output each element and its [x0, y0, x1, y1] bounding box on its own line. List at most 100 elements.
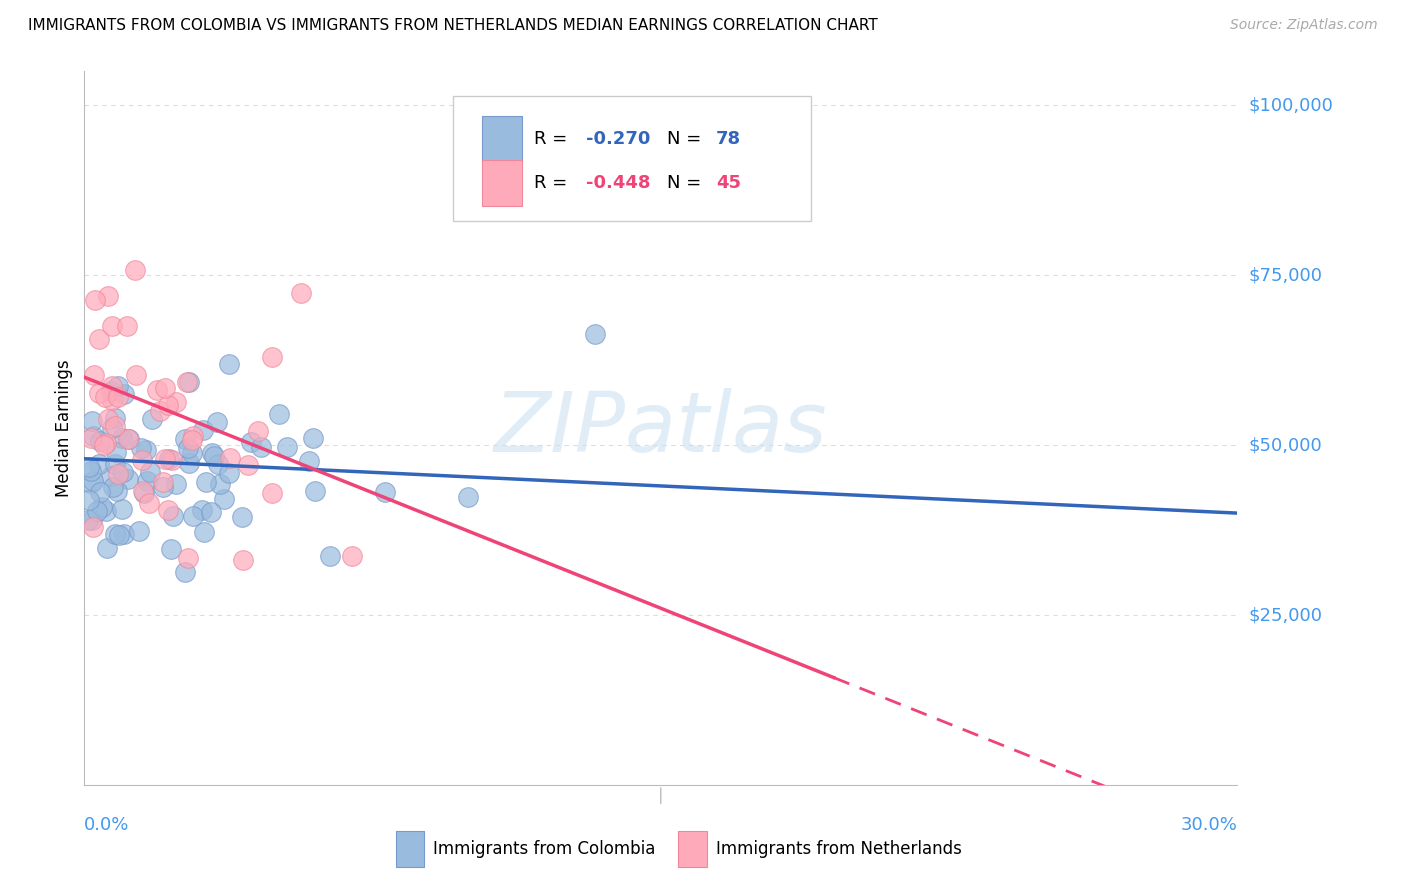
Point — [173, 565, 195, 579]
Point — [118, 432, 141, 446]
Point — [86, 504, 108, 518]
Point — [174, 432, 197, 446]
Point — [105, 483, 128, 498]
Point — [191, 503, 214, 517]
Point — [177, 456, 200, 470]
Point — [83, 368, 105, 382]
Point — [204, 449, 226, 463]
Text: -0.270: -0.270 — [586, 130, 650, 148]
Text: 45: 45 — [716, 174, 741, 192]
Point — [583, 327, 606, 342]
Point — [125, 368, 148, 382]
Point — [149, 404, 172, 418]
Text: Immigrants from Colombia: Immigrants from Colombia — [433, 840, 655, 858]
Point — [160, 541, 183, 556]
Point — [97, 288, 120, 302]
FancyBboxPatch shape — [395, 831, 425, 867]
Point — [165, 394, 187, 409]
Point — [101, 318, 124, 333]
Point — [97, 412, 120, 426]
Point — [131, 453, 153, 467]
Point — [304, 484, 326, 499]
Point — [107, 390, 129, 404]
Text: N =: N = — [666, 130, 707, 148]
Text: $100,000: $100,000 — [1249, 96, 1333, 114]
Point — [138, 496, 160, 510]
Point — [157, 398, 180, 412]
Point — [176, 375, 198, 389]
Point — [165, 477, 187, 491]
Point — [157, 452, 180, 467]
Point — [100, 384, 122, 398]
Point — [139, 466, 162, 480]
Point — [269, 407, 291, 421]
Text: R =: R = — [534, 130, 574, 148]
Point — [194, 475, 217, 489]
Point — [181, 445, 204, 459]
Point — [162, 508, 184, 523]
Point — [232, 553, 254, 567]
Point — [246, 424, 269, 438]
Point — [89, 434, 111, 449]
Point — [152, 475, 174, 490]
FancyBboxPatch shape — [482, 116, 523, 162]
Text: Source: ZipAtlas.com: Source: ZipAtlas.com — [1230, 18, 1378, 32]
Point — [128, 524, 150, 539]
Text: 30.0%: 30.0% — [1181, 815, 1237, 833]
Point — [276, 440, 298, 454]
Point — [94, 503, 117, 517]
Point — [129, 441, 152, 455]
FancyBboxPatch shape — [453, 96, 811, 221]
Point — [89, 485, 111, 500]
Point — [238, 458, 260, 473]
Point — [141, 412, 163, 426]
Point — [80, 475, 103, 490]
FancyBboxPatch shape — [482, 160, 523, 206]
Point — [219, 451, 242, 466]
Text: $25,000: $25,000 — [1249, 606, 1323, 624]
Point — [117, 472, 139, 486]
Point — [107, 378, 129, 392]
Point — [152, 480, 174, 494]
Text: 0.0%: 0.0% — [84, 815, 129, 833]
Point — [218, 357, 240, 371]
Point — [110, 431, 132, 445]
Point — [82, 429, 104, 443]
Point — [207, 457, 229, 471]
Point — [340, 549, 363, 564]
Text: IMMIGRANTS FROM COLOMBIA VS IMMIGRANTS FROM NETHERLANDS MEDIAN EARNINGS CORRELAT: IMMIGRANTS FROM COLOMBIA VS IMMIGRANTS F… — [28, 18, 877, 33]
Point — [208, 476, 231, 491]
Point — [157, 503, 180, 517]
Point — [191, 424, 214, 438]
Point — [77, 512, 100, 526]
Point — [181, 509, 204, 524]
Point — [89, 458, 111, 472]
Point — [132, 483, 155, 498]
Point — [111, 502, 134, 516]
Text: Immigrants from Netherlands: Immigrants from Netherlands — [716, 840, 962, 858]
Text: $75,000: $75,000 — [1249, 266, 1323, 285]
Point — [84, 293, 107, 307]
Point — [260, 350, 283, 364]
Point — [177, 375, 200, 389]
Point — [153, 381, 176, 395]
Point — [82, 474, 104, 488]
Point — [93, 438, 115, 452]
Point — [77, 493, 100, 508]
Point — [77, 460, 100, 475]
Point — [101, 480, 124, 494]
Text: $50,000: $50,000 — [1249, 436, 1322, 454]
Point — [80, 415, 103, 429]
Point — [114, 387, 136, 401]
Text: N =: N = — [666, 174, 707, 192]
Point — [302, 431, 325, 445]
Point — [298, 454, 321, 468]
Point — [101, 392, 124, 407]
Point — [87, 332, 110, 346]
Point — [176, 550, 198, 565]
Point — [104, 457, 127, 471]
Point — [135, 442, 157, 457]
Point — [200, 505, 222, 519]
Point — [80, 513, 103, 527]
Point — [250, 440, 273, 454]
